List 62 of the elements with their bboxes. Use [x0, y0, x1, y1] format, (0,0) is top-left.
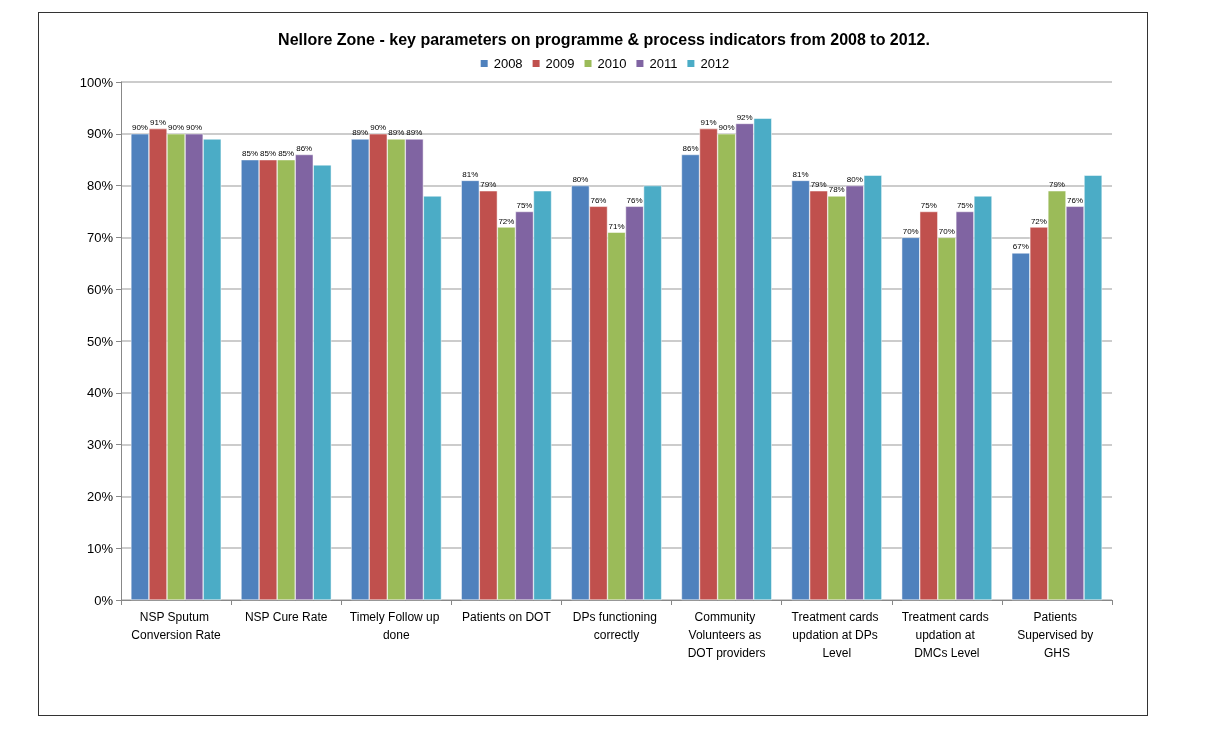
data-label: 70% [902, 226, 919, 236]
y-tick-label: 10% [86, 540, 114, 556]
y-tick-label: 90% [86, 126, 114, 142]
y-tick-label: 40% [86, 385, 114, 401]
data-label: 90% [718, 123, 735, 133]
data-label: 70% [938, 226, 955, 236]
x-tick-label: NSP Cure Rate [244, 610, 328, 624]
data-label: 75% [956, 201, 973, 210]
y-tick-label: 70% [86, 229, 114, 245]
legend-label: 2010 [597, 56, 627, 71]
legend-label: 2008 [493, 56, 523, 71]
data-label: 86% [682, 144, 699, 154]
data-label: 89% [352, 128, 369, 138]
data-label: 90% [131, 123, 148, 133]
data-label: 79% [1048, 180, 1065, 190]
x-tick-label: Patients Supervised by GHS [1017, 610, 1097, 660]
y-tick-label: 80% [86, 178, 114, 194]
data-label: 91% [149, 118, 167, 128]
data-label: 89% [406, 128, 423, 138]
data-label: 72% [498, 216, 515, 226]
x-tick-label: Timely Follow up done [349, 610, 443, 642]
data-label: 71% [608, 221, 625, 231]
y-tick-label: 0% [94, 592, 114, 608]
x-tick-label: Patients on DOT [462, 610, 552, 624]
data-label: 75% [920, 201, 937, 210]
data-label: 90% [370, 123, 387, 133]
y-tick-label: 50% [86, 333, 114, 349]
data-label: 85% [260, 149, 277, 159]
y-tick-label: 100% [79, 74, 114, 90]
data-label: 79% [480, 180, 497, 190]
legend-label: 2012 [700, 56, 730, 71]
data-label: 75% [516, 201, 533, 210]
x-tick-label: DPs functioning correctly [572, 610, 661, 642]
data-label: 67% [1012, 242, 1029, 252]
chart-title: Nellore Zone - key parameters on programme & process indicators from 2008 to 2012. [278, 30, 930, 48]
x-tick-label: Treatment cards updation at DMCs Level [901, 610, 992, 660]
data-label: 80% [572, 175, 589, 185]
x-tick-label: Community Volunteers as DOT providers [687, 610, 766, 660]
y-tick-label: 30% [86, 437, 114, 453]
data-label: 91% [700, 118, 717, 128]
data-label: 81% [462, 169, 479, 179]
legend-label: 2009 [545, 56, 575, 71]
data-label: 86% [296, 144, 313, 154]
y-tick-label: 20% [86, 488, 114, 504]
data-label: 76% [590, 195, 607, 205]
data-label: 79% [810, 180, 827, 190]
x-tick-label: Treatment cards updation at DPs Level [791, 610, 882, 660]
data-label: 80% [846, 175, 863, 185]
data-label: 90% [168, 123, 185, 133]
data-label: 90% [186, 123, 203, 133]
x-tick-label: NSP Sputum Conversion Rate [131, 610, 222, 642]
data-label: 78% [828, 185, 845, 195]
data-label: 72% [1030, 216, 1047, 226]
data-label: 89% [388, 128, 405, 138]
legend-label: 2011 [649, 56, 678, 71]
y-tick-label: 60% [86, 281, 114, 297]
data-label: 76% [626, 195, 643, 205]
data-label: 92% [736, 112, 753, 122]
data-label: 76% [1066, 195, 1084, 205]
data-label: 85% [242, 149, 259, 159]
data-label: 85% [278, 149, 295, 159]
data-label: 81% [792, 169, 809, 179]
